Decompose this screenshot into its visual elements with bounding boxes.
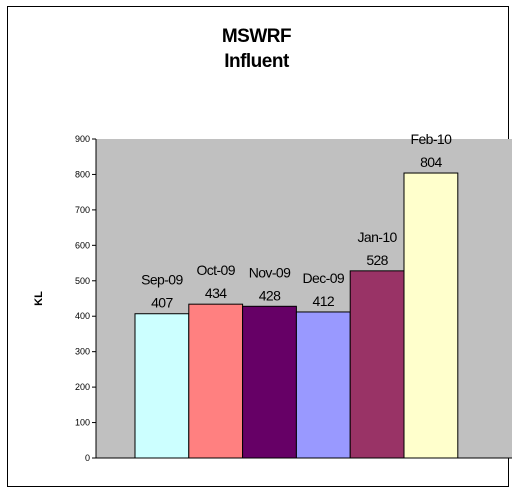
- y-tick-label: 900: [75, 134, 90, 144]
- data-label-value: 412: [313, 293, 335, 309]
- chart-title-line-1: MSWRF: [221, 26, 292, 47]
- data-label-category: Feb-10: [411, 131, 453, 147]
- chart-title-line-2: Influent: [224, 51, 289, 72]
- data-label-value: 528: [366, 252, 388, 268]
- y-tick-label: 300: [75, 347, 90, 357]
- y-tick-label: 500: [75, 276, 90, 286]
- data-label-category: Jan-10: [357, 229, 397, 245]
- data-label-category: Nov-09: [249, 264, 291, 280]
- data-label-category: Sep-09: [141, 272, 183, 288]
- data-label-value: 434: [205, 285, 227, 301]
- y-tick-label: 0: [85, 453, 90, 463]
- data-label-category: Oct-09: [196, 262, 235, 278]
- y-tick-label: 400: [75, 311, 90, 321]
- y-tick-label: 600: [75, 240, 90, 250]
- data-label-value: 428: [259, 287, 281, 303]
- bar-jan-10: [349, 270, 405, 459]
- y-tick-label: 800: [75, 169, 90, 179]
- y-axis-label: KL: [33, 291, 45, 306]
- bar-dec-09: [295, 311, 351, 459]
- data-label-value: 804: [420, 154, 442, 170]
- data-label-category: Dec-09: [303, 270, 345, 286]
- y-tick-label: 100: [75, 418, 90, 428]
- bar-oct-09: [188, 303, 244, 459]
- bar-sep-09: [134, 313, 190, 459]
- y-tick-label: 200: [75, 382, 90, 392]
- bar-feb-10: [403, 172, 459, 459]
- y-tick-label: 700: [75, 205, 90, 215]
- data-label-value: 407: [151, 295, 173, 311]
- bar-nov-09: [242, 305, 297, 459]
